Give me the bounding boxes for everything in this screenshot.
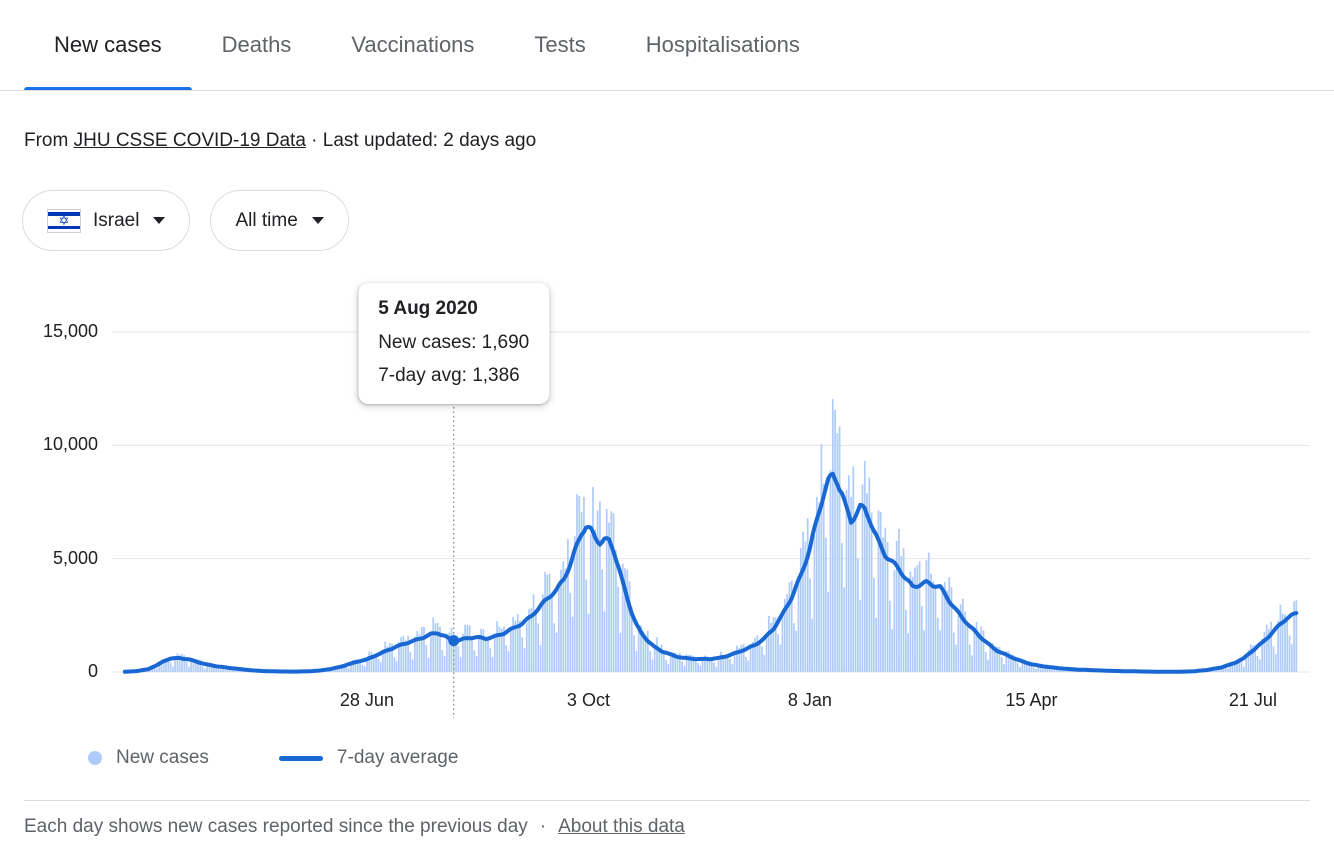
x-axis-tick: 3 Oct — [566, 690, 610, 710]
source-updated: · Last updated: 2 days ago — [305, 130, 537, 151]
y-axis-tick: 15,000 — [42, 321, 98, 341]
source-link[interactable]: JHU CSSE COVID-19 Data — [73, 130, 306, 151]
x-axis-tick: 15 Apr — [1005, 690, 1058, 710]
legend-new-cases: New cases — [88, 747, 209, 769]
footer-note: Each day shows new cases reported since … — [24, 816, 528, 837]
chart-legend: New cases 7-day average — [88, 744, 458, 772]
country-label: Israel — [93, 209, 140, 231]
time-range-selector[interactable]: All time — [210, 190, 349, 251]
tab-hospitalisations[interactable]: Hospitalisations — [616, 0, 830, 90]
tooltip-avg: 7-day avg: 1,386 — [378, 365, 520, 386]
tooltip-date: 5 Aug 2020 — [378, 298, 478, 319]
legend-label: New cases — [116, 747, 209, 768]
tab-vaccinations[interactable]: Vaccinations — [321, 0, 504, 90]
chart-canvas[interactable] — [0, 0, 1334, 770]
tab-label: Tests — [534, 32, 586, 57]
source-prefix: From — [24, 130, 74, 151]
time-range-label: All time — [235, 209, 298, 231]
avg-line-swatch-icon — [278, 755, 323, 761]
x-axis-tick: 28 Jun — [339, 690, 394, 710]
about-this-data-link[interactable]: About this data — [558, 816, 685, 837]
tab-label: Vaccinations — [351, 32, 475, 57]
israel-flag-icon: ✡ — [47, 208, 81, 233]
footer-separator: · — [539, 816, 547, 837]
chart-tooltip: 5 Aug 2020 New cases: 1,690 7-day avg: 1… — [358, 283, 550, 404]
legend-7-day-average: 7-day average — [278, 747, 459, 769]
source-line: From JHU CSSE COVID-19 Data · Last updat… — [24, 130, 536, 152]
tab-tests[interactable]: Tests — [504, 0, 615, 90]
tab-deaths[interactable]: Deaths — [192, 0, 322, 90]
y-axis-tick: 10,000 — [42, 434, 98, 455]
star-of-david-icon: ✡ — [58, 213, 70, 228]
legend-label: 7-day average — [336, 747, 459, 768]
avg-line[interactable] — [122, 471, 1299, 674]
y-axis-tick: 5,000 — [52, 547, 98, 568]
chart-footer: Each day shows new cases reported since … — [24, 800, 1310, 838]
x-axis-tick: 8 Jan — [787, 690, 832, 710]
country-selector[interactable]: ✡ Israel — [22, 190, 191, 251]
new-cases-bars[interactable] — [124, 399, 1298, 672]
chevron-down-icon — [311, 217, 324, 224]
y-axis-tick: 0 — [87, 661, 98, 681]
tab-label: Hospitalisations — [645, 32, 800, 57]
chevron-down-icon — [153, 217, 166, 224]
x-axis-tick: 21 Jul — [1228, 690, 1277, 710]
filter-pills: ✡ Israel All time — [22, 190, 349, 251]
tab-label: New cases — [54, 32, 162, 57]
tab-label: Deaths — [221, 32, 292, 57]
tab-new-cases[interactable]: New cases — [24, 0, 192, 90]
tooltip-new-cases: New cases: 1,690 — [378, 332, 530, 353]
highlight-dot — [448, 635, 460, 647]
tabs-bar: New cases Deaths Vaccinations Tests Hosp… — [0, 0, 1334, 91]
new-cases-swatch-icon — [88, 751, 102, 765]
